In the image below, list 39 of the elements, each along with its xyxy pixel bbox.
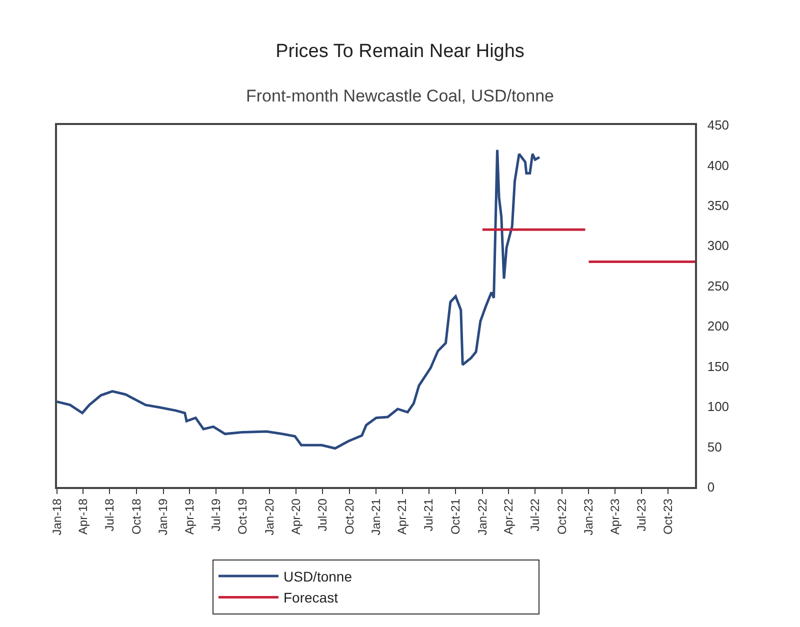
x-tick-label: Oct-18 <box>129 498 144 535</box>
y-tick-label: 450 <box>707 118 730 133</box>
y-tick-label: 300 <box>707 238 730 254</box>
x-tick-label: Oct-20 <box>342 498 356 535</box>
chart-subtitle: Front-month Newcastle Coal, USD/tonne <box>246 86 554 106</box>
x-tick-label: Jan-23 <box>582 498 596 536</box>
x-tick-label: Oct-22 <box>554 498 569 535</box>
x-tick-label: Oct-19 <box>236 498 250 535</box>
y-tick-label: 200 <box>707 318 730 334</box>
x-tick-label: Jan-19 <box>156 498 170 536</box>
x-tick-label: Jan-20 <box>262 498 276 536</box>
y-tick-label: 150 <box>707 358 730 374</box>
x-tick-label: Jul-19 <box>208 498 223 532</box>
x-tick-label: Jan-18 <box>50 498 64 536</box>
chart-title: Prices To Remain Near Highs <box>276 41 524 62</box>
legend-label: Forecast <box>284 590 338 606</box>
x-tick-label: Apr-18 <box>76 498 90 535</box>
x-tick-label: Apr-23 <box>608 498 622 535</box>
x-tick-label: Apr-22 <box>502 498 516 535</box>
line-series <box>57 148 541 450</box>
x-tick-label: Apr-19 <box>182 498 196 535</box>
x-tick-label: Oct-23 <box>661 498 676 535</box>
y-tick-label: 400 <box>707 158 730 173</box>
x-tick-label: Jul-23 <box>634 498 648 532</box>
x-tick-label: Jul-20 <box>315 498 330 532</box>
y-tick-label: 100 <box>707 399 730 414</box>
y-tick-label: 250 <box>707 278 730 294</box>
x-tick-label: Jul-21 <box>422 498 436 532</box>
y-tick-label: 350 <box>707 198 730 213</box>
y-tick-label: 50 <box>707 439 722 454</box>
x-tick-label: Jul-22 <box>528 498 542 532</box>
x-tick-label: Apr-21 <box>395 498 410 535</box>
x-tick-label: Jan-21 <box>369 498 384 536</box>
y-tick-label: 0 <box>707 480 715 495</box>
x-tick-label: Jul-18 <box>102 498 117 532</box>
legend-label: USD/tonne <box>284 568 352 584</box>
x-tick-label: Apr-20 <box>288 498 303 535</box>
x-tick-label: Jan-22 <box>475 498 490 536</box>
x-tick-label: Oct-21 <box>448 498 463 535</box>
